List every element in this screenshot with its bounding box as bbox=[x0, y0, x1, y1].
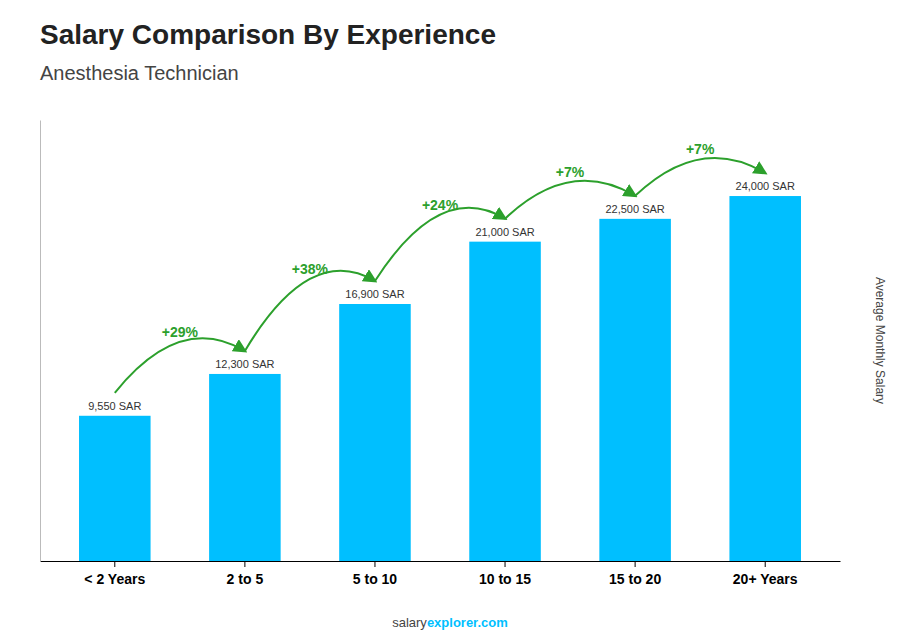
x-tick: 5 to 10 bbox=[353, 561, 398, 587]
x-tick: 2 to 5 bbox=[227, 561, 264, 587]
subtitle: Anesthesia Technician bbox=[40, 62, 239, 84]
y-axis-line bbox=[40, 121, 41, 562]
change-label: +7% bbox=[556, 164, 585, 180]
bar bbox=[339, 304, 411, 561]
x-tick: 15 to 20 bbox=[609, 561, 661, 587]
x-axis-line bbox=[41, 561, 841, 562]
x-tick-label: < 2 Years bbox=[84, 571, 145, 587]
x-tick-label: 2 to 5 bbox=[227, 571, 264, 587]
x-tick-mark bbox=[635, 561, 636, 567]
footer-part: salary bbox=[392, 615, 427, 630]
bar bbox=[469, 242, 541, 561]
y-axis bbox=[40, 121, 41, 562]
change-label: +38% bbox=[292, 261, 329, 277]
change-label: +7% bbox=[686, 141, 715, 157]
x-tick-mark bbox=[114, 561, 115, 567]
x-tick-mark bbox=[374, 561, 375, 567]
change-annotations: +29% +38% +24% +7% +7% bbox=[115, 141, 765, 393]
change-arrow bbox=[115, 338, 245, 393]
x-tick-mark bbox=[244, 561, 245, 567]
bar bbox=[729, 196, 801, 561]
bar bbox=[209, 374, 281, 561]
bar bbox=[79, 416, 151, 561]
x-tick-mark bbox=[765, 561, 766, 567]
x-tick-label: 15 to 20 bbox=[609, 571, 661, 587]
y-axis-title: Average Monthly Salary bbox=[873, 277, 887, 404]
data-label: 12,300 SAR bbox=[215, 358, 274, 370]
x-tick: 20+ Years bbox=[733, 561, 798, 587]
change-label: +24% bbox=[422, 197, 459, 213]
change-arrow bbox=[635, 158, 765, 196]
title: Salary Comparison By Experience bbox=[40, 19, 496, 50]
change-label: +29% bbox=[162, 324, 199, 340]
change-arrow bbox=[245, 271, 375, 351]
data-label: 22,500 SAR bbox=[605, 203, 664, 215]
change-arrow bbox=[505, 181, 635, 219]
data-label: 16,900 SAR bbox=[345, 288, 404, 300]
footer-part: explorer.com bbox=[427, 615, 508, 630]
chart: Salary Comparison By Experience Anesthesi… bbox=[0, 0, 900, 641]
plot: < 2 Years 2 to 5 5 to 10 10 to 15 15 to 20 20… bbox=[41, 121, 841, 588]
x-axis: < 2 Years 2 to 5 5 to 10 10 to 15 15 to 20 20… bbox=[41, 561, 841, 587]
x-tick: < 2 Years bbox=[84, 561, 145, 587]
data-label: 9,550 SAR bbox=[88, 400, 141, 412]
x-tick: 10 to 15 bbox=[479, 561, 531, 587]
footer: salaryexplorer.com bbox=[392, 615, 508, 630]
change-arrow bbox=[375, 208, 505, 281]
data-labels: 9,550 SAR 12,300 SAR 16,900 SAR 21,000 SAR 2… bbox=[88, 180, 795, 412]
x-tick-label: 5 to 10 bbox=[353, 571, 398, 587]
bars bbox=[79, 196, 801, 561]
x-tick-mark bbox=[505, 561, 506, 567]
x-tick-label: 10 to 15 bbox=[479, 571, 531, 587]
data-label: 24,000 SAR bbox=[736, 180, 795, 192]
data-label: 21,000 SAR bbox=[475, 226, 534, 238]
bar bbox=[599, 219, 671, 561]
x-tick-label: 20+ Years bbox=[733, 571, 798, 587]
